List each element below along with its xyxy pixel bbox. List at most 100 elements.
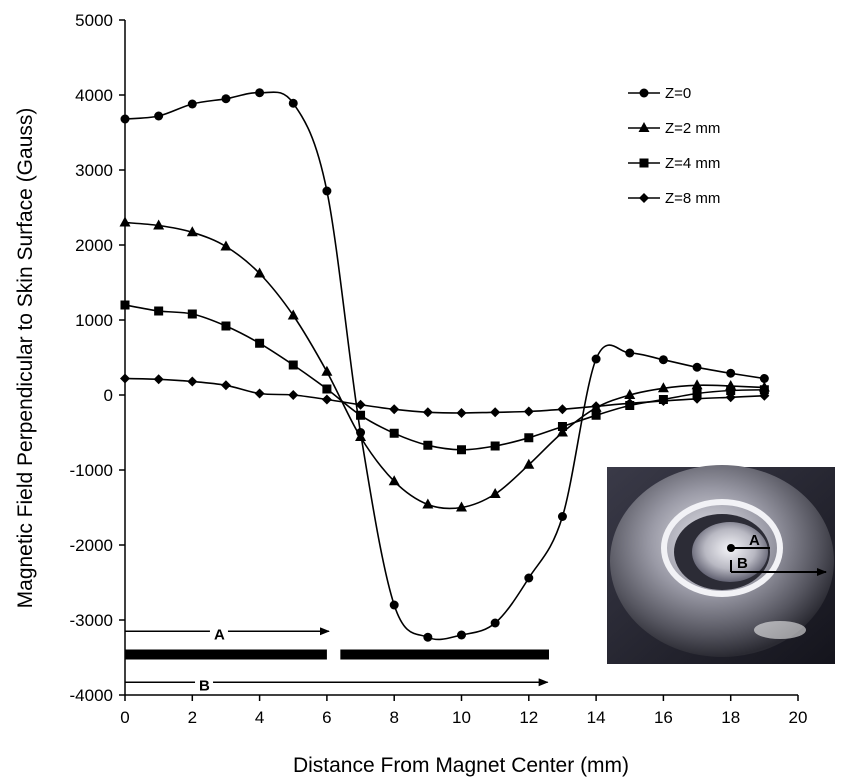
data-point	[220, 380, 231, 391]
data-point	[221, 321, 231, 331]
data-point	[389, 428, 399, 438]
x-ticks: 0 2 4 6 8 10 12 14 16 18 20	[120, 695, 807, 727]
y-tick-label: 5000	[75, 11, 113, 30]
data-point	[456, 408, 467, 418]
data-point	[524, 573, 534, 583]
data-point	[490, 407, 501, 418]
data-point	[220, 240, 232, 251]
data-point	[490, 618, 500, 628]
data-point	[725, 392, 736, 403]
y-axis-title: Magnetic Field Perpendicular to Skin Sur…	[14, 108, 37, 609]
arrow-b-label: B	[199, 677, 210, 694]
data-point	[692, 393, 703, 404]
y-tick-label: -4000	[70, 686, 113, 705]
data-point	[120, 300, 130, 310]
x-tick-label: 16	[654, 708, 673, 727]
inset-annotations: AB	[727, 532, 827, 576]
data-point	[255, 88, 265, 98]
arrow-a-label: A	[214, 626, 225, 643]
data-point	[255, 338, 265, 348]
y-tick-label: 1000	[75, 311, 113, 330]
data-point	[591, 410, 601, 420]
x-tick-label: 18	[721, 708, 740, 727]
data-point	[423, 632, 433, 642]
series-square	[120, 300, 769, 455]
legend-item: Z=4 mm	[628, 155, 720, 172]
data-point	[254, 267, 266, 278]
data-point	[759, 374, 769, 383]
data-point	[726, 386, 736, 395]
legend-item: Z=8 mm	[628, 190, 720, 207]
legend-item: Z=2 mm	[628, 120, 720, 137]
y-tick-label: -3000	[70, 611, 113, 630]
data-point	[187, 309, 197, 319]
data-point	[625, 348, 635, 358]
data-point	[355, 399, 366, 410]
magnet-inset-photo: AB	[607, 465, 835, 664]
data-point	[120, 114, 130, 124]
data-point	[119, 216, 131, 227]
y-tick-label: -2000	[70, 536, 113, 555]
series-line	[124, 377, 765, 414]
x-tick-label: 10	[452, 708, 471, 727]
data-point	[726, 368, 736, 378]
data-point	[658, 396, 669, 406]
data-point	[489, 488, 501, 498]
data-point	[422, 498, 434, 509]
data-point	[154, 111, 164, 121]
data-point	[457, 445, 466, 455]
data-point	[759, 390, 770, 401]
magnet-region-bar	[340, 649, 549, 660]
highlight	[754, 621, 806, 639]
data-point	[254, 388, 265, 399]
data-point	[658, 355, 668, 365]
y-ticks: -4000 -3000 -2000 -1000 0 1000 2000 3000 4000 500…	[70, 11, 125, 705]
data-point	[356, 410, 366, 420]
data-point	[321, 365, 333, 376]
legend-marker	[639, 193, 649, 203]
legend-label: Z=2 mm	[665, 120, 720, 137]
data-point	[422, 407, 433, 418]
y-tick-label: -1000	[70, 461, 113, 480]
x-tick-label: 0	[120, 708, 129, 727]
series-diamond	[120, 373, 770, 418]
legend-label: Z=4 mm	[665, 155, 720, 172]
data-point	[153, 219, 165, 230]
data-point	[288, 98, 298, 108]
y-tick-label: 0	[104, 386, 113, 405]
y-tick-label: 4000	[75, 86, 113, 105]
data-point	[154, 306, 164, 316]
data-point	[388, 475, 400, 486]
data-point	[120, 373, 130, 384]
data-point	[423, 440, 433, 450]
legend-label: Z=8 mm	[665, 190, 720, 207]
x-tick-label: 6	[322, 708, 331, 727]
data-point	[288, 360, 298, 370]
outer-ring-rim	[661, 499, 783, 597]
data-point	[557, 404, 568, 415]
legend-label: Z=0	[665, 85, 691, 102]
data-point	[456, 501, 467, 512]
data-point	[692, 389, 702, 398]
x-tick-label: 8	[389, 708, 398, 727]
legend-marker	[639, 88, 649, 98]
x-tick-label: 2	[188, 708, 197, 727]
annotations: AB	[125, 623, 549, 694]
legend: Z=0 Z=2 mm Z=4 mm Z=8 mm	[628, 85, 720, 207]
label-bg	[195, 674, 214, 691]
x-axis-title: Distance From Magnet Center (mm)	[293, 754, 629, 777]
data-point	[187, 99, 197, 109]
data-point	[321, 394, 332, 405]
data-point	[288, 390, 299, 400]
data-point	[523, 406, 534, 417]
x-tick-label: 12	[519, 708, 538, 727]
data-point	[490, 441, 500, 451]
inset-label-b: B	[737, 555, 748, 572]
series-line	[124, 304, 765, 451]
data-point	[186, 226, 198, 237]
x-tick-label: 14	[587, 708, 606, 727]
data-point	[287, 309, 299, 320]
data-point	[322, 186, 332, 196]
